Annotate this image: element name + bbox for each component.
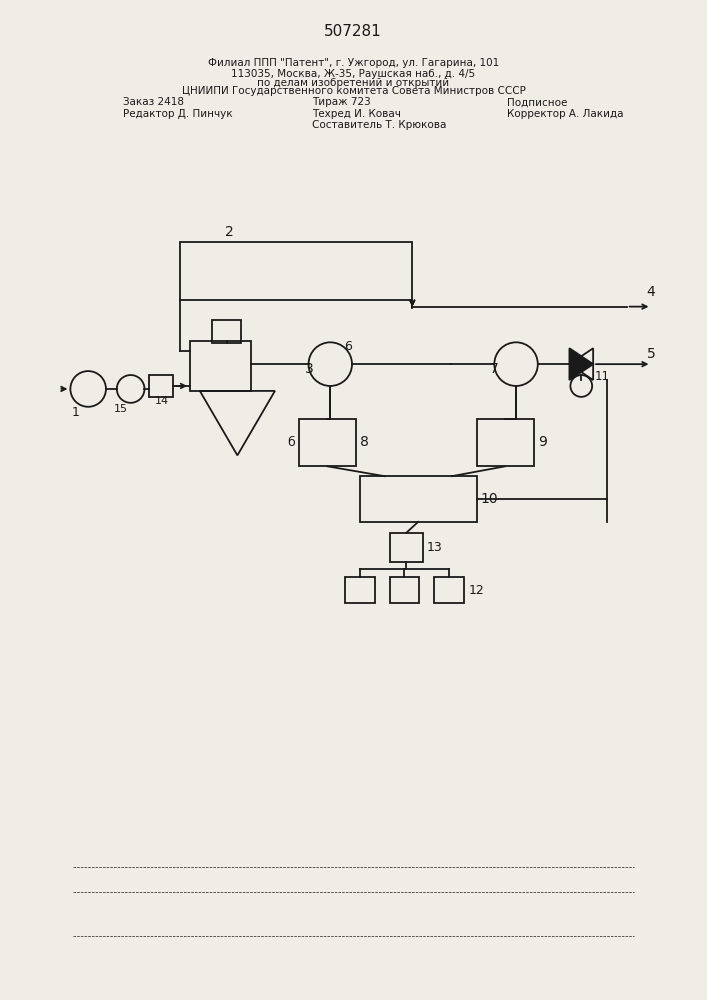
Text: 10: 10: [481, 492, 498, 506]
Bar: [345, 577, 375, 603]
Bar: [390, 577, 419, 603]
Text: Редактор Д. Пинчук: Редактор Д. Пинчук: [123, 109, 233, 119]
Text: 12: 12: [469, 584, 484, 597]
Text: 1: 1: [71, 406, 79, 419]
Text: 9: 9: [538, 435, 547, 449]
Text: Тираж 723: Тираж 723: [312, 97, 370, 107]
Text: Подписное: Подписное: [507, 97, 568, 107]
Text: 7: 7: [489, 362, 498, 376]
Text: по делам изобретений и открытий: по делам изобретений и открытий: [257, 78, 450, 88]
Polygon shape: [569, 348, 593, 380]
Text: 14: 14: [156, 396, 170, 406]
Bar: [390, 533, 423, 562]
Text: 113035, Москва, Ж-35, Раушская наб., д. 4/5: 113035, Москва, Ж-35, Раушская наб., д. …: [231, 69, 476, 79]
Text: 4: 4: [646, 285, 655, 299]
Bar: [477, 419, 534, 466]
Bar: [180, 242, 412, 300]
Text: 8: 8: [360, 435, 369, 449]
Text: 6: 6: [344, 340, 352, 353]
Bar: [190, 341, 251, 391]
Text: Заказ 2418: Заказ 2418: [123, 97, 184, 107]
Text: Корректор А. Лакида: Корректор А. Лакида: [507, 109, 624, 119]
Bar: [298, 419, 356, 466]
Text: Составитель Т. Крюкова: Составитель Т. Крюкова: [312, 120, 446, 130]
Bar: [434, 577, 464, 603]
Text: 11: 11: [595, 370, 610, 383]
Bar: [149, 375, 173, 397]
Text: 15: 15: [114, 404, 128, 414]
Text: 13: 13: [427, 541, 443, 554]
Text: Техред И. Ковач: Техред И. Ковач: [312, 109, 400, 119]
Text: 507281: 507281: [324, 24, 382, 39]
Text: б: б: [287, 436, 295, 449]
Text: 5: 5: [646, 347, 655, 361]
Text: ЦНИИПИ Государственного комитета Совета Министров СССР: ЦНИИПИ Государственного комитета Совета …: [182, 86, 525, 96]
Text: 3: 3: [305, 362, 313, 376]
Text: 2: 2: [225, 225, 234, 239]
Bar: [360, 476, 477, 522]
Bar: [211, 320, 241, 343]
Text: Филиал ППП "Патент", г. Ужгород, ул. Гагарина, 101: Филиал ППП "Патент", г. Ужгород, ул. Гаг…: [208, 58, 499, 68]
